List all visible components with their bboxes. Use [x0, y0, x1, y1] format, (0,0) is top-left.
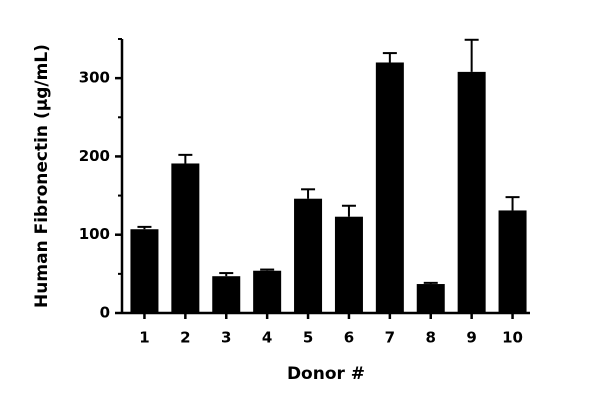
x-tick-label: 6 — [344, 329, 354, 347]
bar — [334, 216, 363, 313]
error-bar — [260, 268, 275, 271]
error-bar — [464, 38, 479, 72]
bar — [130, 229, 159, 313]
y-tick-label: 0 — [100, 304, 110, 322]
bar — [416, 284, 445, 313]
y-tick-label: 100 — [79, 225, 110, 243]
x-tick-label: 2 — [180, 329, 190, 347]
x-tick-label: 8 — [426, 329, 436, 347]
error-bar — [423, 281, 438, 285]
y-tick-label: 300 — [79, 69, 110, 87]
x-tick-label: 4 — [262, 329, 272, 347]
x-tick-label: 5 — [303, 329, 313, 347]
x-tick-label: 10 — [502, 329, 523, 347]
x-tick-label: 1 — [139, 329, 149, 347]
bar — [375, 62, 404, 313]
error-bar — [505, 196, 520, 211]
bar — [171, 163, 200, 313]
x-axis-title: Donor # — [287, 364, 365, 384]
bar — [253, 270, 282, 313]
x-tick-label: 9 — [466, 329, 476, 347]
x-tick-label: 7 — [385, 329, 395, 347]
y-axis-title: Human Fibronectin (µg/mL) — [32, 44, 52, 308]
error-bar — [301, 188, 316, 199]
bar — [212, 276, 241, 313]
bar — [457, 71, 486, 313]
error-bar — [219, 272, 234, 277]
bar — [294, 198, 323, 313]
error-bar — [341, 204, 356, 217]
x-tick-label: 3 — [221, 329, 231, 347]
error-bar — [382, 52, 397, 63]
error-bar — [137, 225, 152, 230]
y-tick-label: 200 — [79, 147, 110, 165]
bar — [498, 210, 527, 313]
error-bar — [178, 153, 193, 164]
